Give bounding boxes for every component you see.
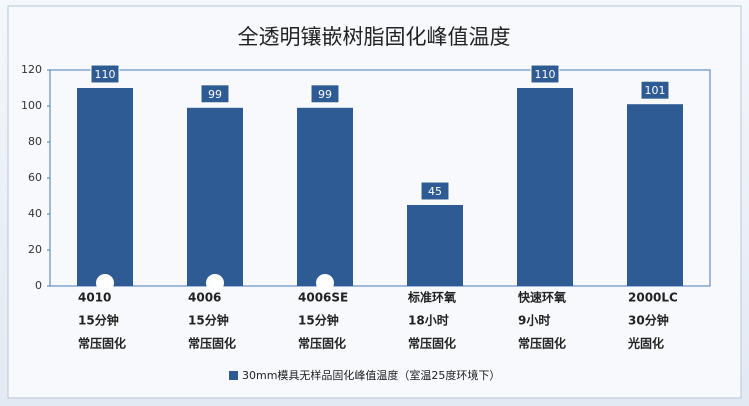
- bar: [407, 205, 463, 286]
- x-tick-label: 4006: [188, 291, 221, 305]
- x-tick-label: 光固化: [627, 336, 664, 351]
- x-tick-label: 4006SE: [298, 291, 348, 305]
- value-label-box: [640, 80, 670, 100]
- bar: [297, 107, 353, 286]
- x-tick-label: 常压固化: [298, 336, 346, 351]
- x-tick-label: 30分钟: [628, 313, 669, 328]
- marker-dot: [316, 274, 334, 292]
- x-tick-label: 9小时: [518, 313, 550, 328]
- value-label-box: [200, 84, 230, 104]
- y-tick-label: 20: [28, 243, 42, 256]
- value-label-box: [310, 84, 340, 104]
- x-tick-label: 常压固化: [408, 336, 456, 351]
- x-tick-label: 快速环氧: [518, 290, 566, 305]
- value-label: 101: [645, 84, 666, 97]
- value-label: 45: [428, 185, 442, 198]
- bar: [517, 88, 573, 286]
- marker-dot: [206, 274, 224, 292]
- bar: [627, 104, 683, 286]
- x-tick-label: 15分钟: [298, 313, 339, 328]
- y-tick-label: 100: [21, 99, 42, 112]
- value-label: 110: [535, 68, 556, 81]
- chart-title: 全透明镶嵌树脂固化峰值温度: [238, 25, 511, 49]
- x-tick-label: 常压固化: [78, 336, 126, 351]
- legend-label: 30mm模具无样品固化峰值温度（室温25度环境下）: [242, 368, 500, 382]
- x-tick-label: 2000LC: [628, 291, 678, 305]
- value-label: 99: [208, 88, 222, 101]
- value-label-box: [90, 64, 120, 84]
- x-tick-label: 15分钟: [188, 313, 229, 328]
- y-tick-label: 60: [28, 171, 42, 184]
- value-label-box: [420, 181, 450, 201]
- y-tick-label: 80: [28, 135, 42, 148]
- x-tick-label: 15分钟: [78, 313, 119, 328]
- y-tick-label: 120: [21, 63, 42, 76]
- y-tick-label: 40: [28, 207, 42, 220]
- bar: [77, 88, 133, 286]
- x-tick-label: 标准环氧: [407, 290, 456, 305]
- legend-swatch: [229, 371, 238, 380]
- x-tick-label: 18小时: [408, 313, 449, 328]
- value-label: 110: [95, 68, 116, 81]
- x-tick-label: 常压固化: [518, 336, 566, 351]
- marker-dot: [96, 274, 114, 292]
- x-tick-label: 常压固化: [188, 336, 236, 351]
- value-label-box: [530, 64, 560, 84]
- value-label: 99: [318, 88, 332, 101]
- x-tick-label: 4010: [78, 291, 111, 305]
- y-tick-label: 0: [35, 279, 42, 292]
- bar: [187, 107, 243, 286]
